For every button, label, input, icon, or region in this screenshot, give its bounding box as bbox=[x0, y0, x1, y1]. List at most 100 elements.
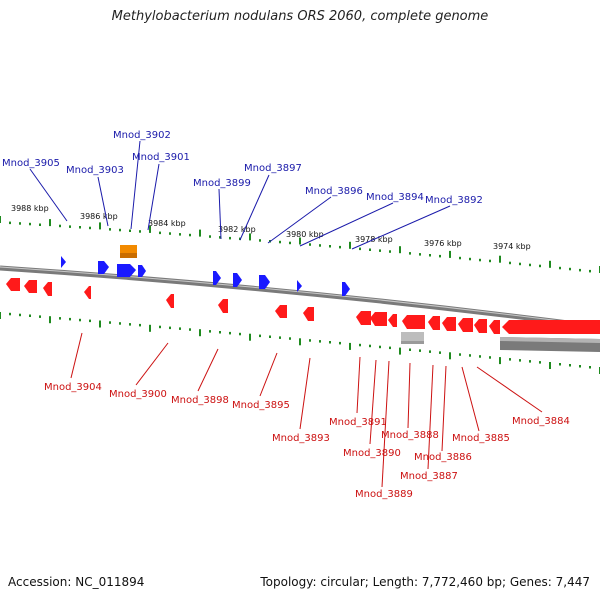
reverse-gene[interactable] bbox=[43, 282, 52, 296]
reverse-gene[interactable] bbox=[6, 278, 20, 291]
minor-tick bbox=[39, 223, 41, 226]
gene-label-mnod-3888[interactable]: Mnod_3888 bbox=[381, 430, 439, 441]
major-tick bbox=[449, 250, 451, 258]
minor-tick bbox=[39, 315, 41, 318]
minor-tick bbox=[579, 365, 581, 368]
gene-label-mnod-3893[interactable]: Mnod_3893 bbox=[272, 433, 330, 444]
minor-tick bbox=[59, 317, 61, 320]
gene-label-mnod-3889[interactable]: Mnod_3889 bbox=[355, 489, 413, 500]
forward-gene-mnod-3905[interactable] bbox=[61, 256, 66, 268]
leader-line bbox=[407, 362, 411, 429]
minor-tick bbox=[29, 314, 31, 317]
reverse-gene-mnod-3900[interactable] bbox=[166, 294, 174, 308]
minor-tick bbox=[229, 236, 231, 240]
major-tick bbox=[0, 312, 1, 319]
forward-gene-mnod-3897[interactable] bbox=[233, 273, 242, 287]
reverse-gene-mnod-3884[interactable] bbox=[502, 320, 600, 334]
gene-label-mnod-3885[interactable]: Mnod_3885 bbox=[452, 433, 510, 444]
minor-tick bbox=[489, 259, 491, 263]
gene-label-mnod-3905[interactable]: Mnod_3905 bbox=[2, 158, 60, 169]
minor-tick bbox=[429, 350, 431, 353]
minor-tick bbox=[469, 354, 471, 357]
major-tick bbox=[449, 352, 451, 360]
gene-label-mnod-3904[interactable]: Mnod_3904 bbox=[44, 382, 102, 393]
forward-gene-mnod-3892[interactable] bbox=[342, 282, 350, 296]
gene-label-mnod-3898[interactable]: Mnod_3898 bbox=[171, 395, 229, 406]
reverse-gene-mnod-3895[interactable] bbox=[275, 305, 287, 318]
minor-tick bbox=[159, 325, 161, 329]
major-tick bbox=[99, 320, 101, 328]
minor-tick bbox=[189, 328, 191, 331]
leader-line bbox=[218, 188, 222, 240]
minor-tick bbox=[529, 263, 531, 267]
gene-label-mnod-3899[interactable]: Mnod_3899 bbox=[193, 178, 251, 189]
leader-line bbox=[197, 348, 219, 392]
pseudo-gene-shade bbox=[401, 341, 424, 344]
gene-label-mnod-3890[interactable]: Mnod_3890 bbox=[343, 448, 401, 459]
kbp-label: 3986 kbp bbox=[80, 212, 118, 221]
reverse-gene-mnod-3890[interactable] bbox=[370, 312, 387, 326]
minor-tick bbox=[69, 317, 71, 321]
leader-line bbox=[299, 357, 311, 430]
major-tick bbox=[149, 225, 151, 233]
gene-label-mnod-3897[interactable]: Mnod_3897 bbox=[244, 163, 302, 174]
reverse-gene-mnod-3891[interactable] bbox=[356, 311, 371, 325]
minor-tick bbox=[219, 331, 221, 334]
minor-tick bbox=[209, 330, 211, 333]
map-title: Methylobacterium nodulans ORS 2060, comp… bbox=[111, 9, 489, 24]
minor-tick bbox=[539, 361, 541, 364]
minor-tick bbox=[259, 334, 261, 338]
rna-gene-shade bbox=[120, 253, 137, 258]
gene-label-mnod-3903[interactable]: Mnod_3903 bbox=[66, 165, 124, 176]
leader-line bbox=[135, 342, 169, 386]
reverse-gene[interactable] bbox=[458, 318, 473, 332]
gene-label-mnod-3896[interactable]: Mnod_3896 bbox=[305, 186, 363, 197]
forward-gene-mnod-3899[interactable] bbox=[213, 271, 221, 285]
reverse-gene-mnod-3887[interactable] bbox=[428, 316, 440, 330]
minor-tick bbox=[129, 323, 131, 326]
reverse-gene[interactable] bbox=[489, 320, 500, 334]
reverse-gene-mnod-3885[interactable] bbox=[474, 319, 487, 333]
minor-tick bbox=[329, 341, 331, 344]
forward-gene-mnod-3894[interactable] bbox=[297, 280, 302, 292]
gene-label-mnod-3894[interactable]: Mnod_3894 bbox=[366, 192, 424, 203]
gene-label-mnod-3901[interactable]: Mnod_3901 bbox=[132, 152, 190, 163]
reverse-gene-mnod-3898[interactable] bbox=[218, 299, 228, 313]
forward-gene-mnod-3902[interactable] bbox=[117, 264, 136, 277]
reverse-gene-mnod-3888[interactable] bbox=[402, 315, 425, 329]
leader-line bbox=[259, 352, 278, 397]
reverse-gene-mnod-3893[interactable] bbox=[303, 307, 314, 321]
forward-gene-mnod-3901[interactable] bbox=[138, 265, 146, 277]
gene-label-mnod-3887[interactable]: Mnod_3887 bbox=[400, 471, 458, 482]
gene-label-mnod-3886[interactable]: Mnod_3886 bbox=[414, 452, 472, 463]
gene-label-mnod-3895[interactable]: Mnod_3895 bbox=[232, 400, 290, 411]
reverse-gene-mnod-3886[interactable] bbox=[442, 317, 456, 331]
reverse-gene[interactable] bbox=[84, 286, 91, 299]
minor-tick bbox=[339, 341, 341, 345]
minor-tick bbox=[319, 244, 321, 247]
minor-tick bbox=[239, 332, 241, 336]
forward-gene-mnod-3903[interactable] bbox=[98, 261, 109, 274]
reverse-gene-mnod-3904[interactable] bbox=[24, 280, 37, 293]
gene-label-mnod-3892[interactable]: Mnod_3892 bbox=[425, 195, 483, 206]
minor-tick bbox=[279, 336, 281, 339]
minor-tick bbox=[319, 340, 321, 343]
minor-tick bbox=[439, 351, 441, 354]
gene-label-mnod-3900[interactable]: Mnod_3900 bbox=[109, 389, 167, 400]
minor-tick bbox=[379, 345, 381, 349]
major-tick bbox=[0, 216, 1, 223]
minor-tick bbox=[139, 323, 141, 327]
minor-tick bbox=[19, 222, 21, 225]
major-tick bbox=[399, 246, 401, 254]
reverse-gene-mnod-3889[interactable] bbox=[388, 314, 397, 327]
kbp-label: 3982 kbp bbox=[218, 225, 256, 234]
forward-gene-mnod-3896[interactable] bbox=[259, 275, 270, 289]
gene-label-mnod-3902[interactable]: Mnod_3902 bbox=[113, 130, 171, 141]
leader-line bbox=[461, 366, 480, 432]
gene-label-mnod-3884[interactable]: Mnod_3884 bbox=[512, 416, 570, 427]
major-tick bbox=[399, 347, 401, 355]
leader-line bbox=[427, 364, 434, 470]
gene-label-mnod-3891[interactable]: Mnod_3891 bbox=[329, 417, 387, 428]
